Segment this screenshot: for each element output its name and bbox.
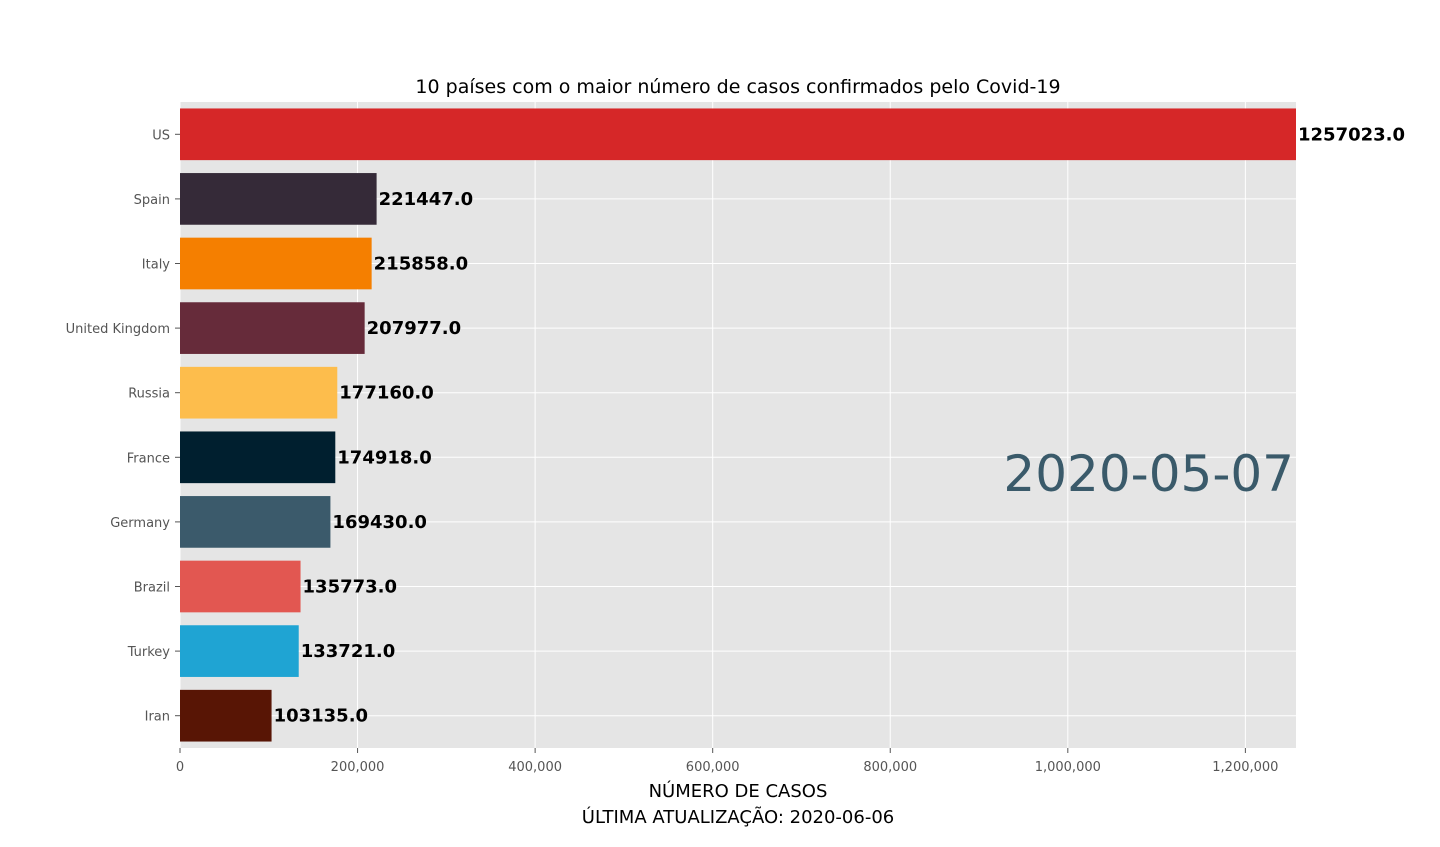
value-label: 1257023.0 — [1298, 124, 1405, 145]
date-label: 2020-05-07 — [1003, 445, 1294, 503]
x-tick-label: 600,000 — [686, 760, 740, 775]
bar-brazil — [180, 560, 301, 613]
category-label: Spain — [134, 193, 170, 208]
last-update-label: ÚLTIMA ATUALIZAÇÃO: 2020-06-06 — [582, 806, 894, 828]
x-tick-label: 800,000 — [863, 760, 917, 775]
value-label: 221447.0 — [379, 189, 474, 210]
bar-russia — [180, 366, 338, 419]
bar-italy — [180, 237, 372, 290]
value-label: 174918.0 — [337, 447, 432, 468]
value-label: 103135.0 — [274, 706, 369, 727]
category-label: Turkey — [127, 645, 171, 660]
value-label: 135773.0 — [303, 577, 398, 598]
bar-united-kingdom — [180, 302, 365, 354]
category-label: Germany — [110, 516, 170, 531]
x-tick-label: 200,000 — [331, 760, 385, 775]
category-labels: US Spain Italy United Kingdom Russia France Ge… — [66, 128, 180, 725]
category-label: United Kingdom — [66, 322, 170, 337]
bar-germany — [180, 496, 331, 548]
category-label: Iran — [145, 710, 170, 725]
bar-spain — [180, 173, 377, 225]
bar-iran — [180, 689, 272, 742]
category-label: Brazil — [134, 581, 170, 596]
x-tick-labels: 0 200,000 400,000 600,000 800,000 1,000,000 1,… — [176, 748, 1278, 775]
category-label: France — [127, 451, 170, 466]
value-label: 169430.0 — [332, 512, 427, 533]
value-label: 207977.0 — [367, 318, 462, 339]
bar-france — [180, 431, 336, 484]
chart-title: 10 países com o maior número de casos co… — [415, 76, 1060, 98]
category-label: Russia — [128, 387, 170, 402]
category-label: Italy — [142, 258, 171, 273]
bar-us — [180, 108, 1296, 161]
value-label: 177160.0 — [339, 383, 434, 404]
bars — [180, 108, 1296, 742]
x-axis-label: NÚMERO DE CASOS — [649, 780, 828, 802]
category-label: US — [152, 128, 170, 143]
bar-turkey — [180, 625, 299, 677]
value-labels: 1257023.0 221447.0 215858.0 207977.0 177160.… — [274, 124, 1405, 726]
x-tick-label: 1,000,000 — [1035, 760, 1101, 775]
x-tick-label: 1,200,000 — [1212, 760, 1278, 775]
value-label: 215858.0 — [374, 254, 469, 275]
x-tick-label: 0 — [176, 760, 184, 775]
value-label: 133721.0 — [301, 641, 396, 662]
x-tick-label: 400,000 — [508, 760, 562, 775]
